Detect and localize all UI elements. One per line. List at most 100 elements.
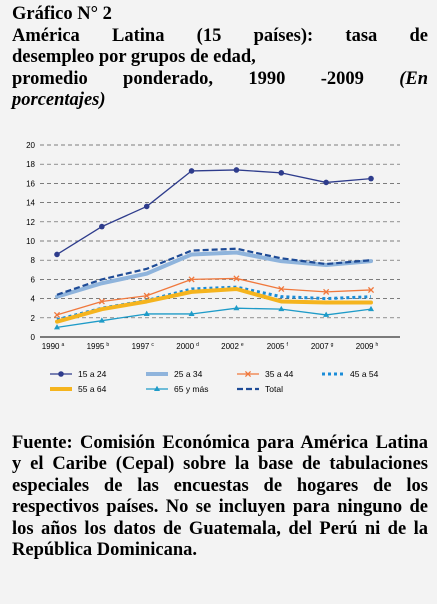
x-tick-label: 2000 d — [176, 342, 199, 351]
x-tick-label: 1995 b — [87, 342, 110, 351]
data-point — [323, 311, 330, 317]
x-tick-note: f — [286, 342, 288, 348]
data-point — [278, 170, 285, 176]
y-tick-label: 12 — [26, 218, 35, 227]
data-point — [188, 168, 195, 174]
data-point — [278, 305, 285, 312]
legend-label: 15 a 24 — [78, 369, 107, 379]
x-tick-note: e — [241, 342, 244, 348]
data-point — [143, 292, 150, 299]
y-tick-label: 10 — [26, 237, 35, 246]
data-point — [368, 175, 374, 182]
x-tick-label: 1997 c — [132, 342, 155, 351]
legend-item: 25 a 34 — [146, 369, 203, 379]
x-tick-note: c — [151, 342, 154, 348]
legend-label: 35 a 44 — [265, 369, 294, 379]
chart-legend: 15 a 24 25 a 34 35 a 44 45 a 54 55 a 64 65 y … — [50, 369, 379, 394]
y-tick-label: 6 — [31, 275, 36, 284]
legend-label: 65 y más — [174, 384, 209, 394]
y-tick-label: 18 — [26, 160, 35, 169]
x-tick-year: 2007 — [311, 342, 329, 351]
y-tick-label: 2 — [31, 314, 36, 323]
legend-label: 55 a 64 — [78, 384, 107, 394]
data-point — [188, 310, 195, 316]
figure-label: Gráfico N° 2 — [12, 4, 112, 24]
data-point — [367, 286, 375, 294]
series-line — [56, 247, 372, 296]
source-note: Fuente: Comisión Económica para América … — [12, 433, 428, 561]
series-line — [56, 169, 372, 256]
series-line — [55, 287, 373, 324]
x-tick-note: h — [376, 342, 379, 348]
data-point — [323, 288, 330, 295]
series-line — [56, 307, 372, 329]
series-1 — [54, 167, 374, 258]
figure-header: Gráfico N° 2 América Latina (15 países):… — [12, 4, 428, 112]
x-tick-note: a — [62, 342, 65, 348]
y-axis: 0 2 4 6 8 10 12 14 16 18 20 — [26, 141, 35, 342]
data-point — [98, 317, 105, 323]
data-point — [54, 324, 60, 330]
data-point — [233, 167, 240, 173]
data-point — [188, 276, 195, 283]
data-point — [99, 223, 105, 230]
x-axis: 1990 a 1995 b 1997 c 2000 d 2002 e 2005 f 2007 g 2009 h — [40, 336, 400, 351]
y-tick-label: 8 — [31, 256, 36, 265]
y-tick-label: 16 — [26, 179, 35, 188]
x-tick-year: 2005 — [267, 342, 285, 351]
legend-item: 35 a 44 — [237, 369, 294, 379]
x-tick-year: 2002 — [221, 342, 239, 351]
y-tick-label: 4 — [31, 295, 36, 304]
figure-title-line-3-text: promedio ponderado, 1990 -2009 — [12, 68, 364, 89]
x-tick-year: 1995 — [87, 342, 105, 351]
series-2 — [55, 250, 373, 299]
series-line — [56, 277, 372, 316]
series-5 — [55, 287, 373, 324]
series-6 — [54, 304, 374, 330]
data-point — [143, 203, 150, 210]
x-tick-year: 1997 — [132, 342, 150, 351]
legend-item: 45 a 54 — [322, 369, 379, 379]
chart-series — [53, 167, 375, 330]
x-tick-label: 2007 g — [311, 342, 334, 351]
legend-item: 15 a 24 — [50, 369, 107, 379]
data-point — [278, 285, 285, 293]
figure-title-note-end: porcentajes) — [12, 90, 106, 110]
series-line — [55, 250, 373, 299]
y-tick-label: 14 — [26, 199, 35, 208]
data-point — [54, 251, 60, 258]
legend-label: 45 a 54 — [350, 369, 379, 379]
legend-marker — [244, 370, 252, 378]
data-point — [53, 311, 61, 318]
x-tick-note: b — [106, 342, 109, 348]
x-tick-label: 1990 a — [42, 342, 65, 351]
legend-label: Total — [265, 384, 283, 394]
x-tick-note: g — [331, 342, 334, 348]
figure-title-line-1: América Latina (15 países): tasa de — [12, 25, 428, 46]
series-7 — [56, 247, 372, 296]
x-tick-year: 1990 — [42, 342, 60, 351]
data-point — [233, 304, 240, 311]
x-tick-label: 2002 e — [221, 342, 244, 351]
series-line — [56, 285, 372, 322]
x-tick-label: 2005 f — [267, 342, 289, 351]
data-point — [323, 179, 329, 186]
y-tick-label: 0 — [31, 333, 36, 342]
data-point — [368, 305, 374, 312]
figure-title-line-3: promedio ponderado, 1990 -2009 (En — [12, 69, 428, 91]
x-tick-year: 2000 — [176, 342, 194, 351]
legend-label: 25 a 34 — [174, 369, 203, 379]
x-tick-label: 2009 h — [356, 342, 379, 351]
data-point — [233, 275, 240, 282]
series-3 — [53, 275, 375, 318]
legend-item: 55 a 64 — [50, 384, 107, 394]
legend-marker — [58, 371, 64, 377]
y-tick-label: 20 — [26, 141, 35, 150]
series-4 — [56, 285, 372, 322]
data-point — [143, 310, 150, 316]
data-point — [98, 298, 105, 305]
figure-title-line-2: desempleo por grupos de edad, — [12, 47, 256, 67]
legend-item: 65 y más — [146, 384, 209, 394]
